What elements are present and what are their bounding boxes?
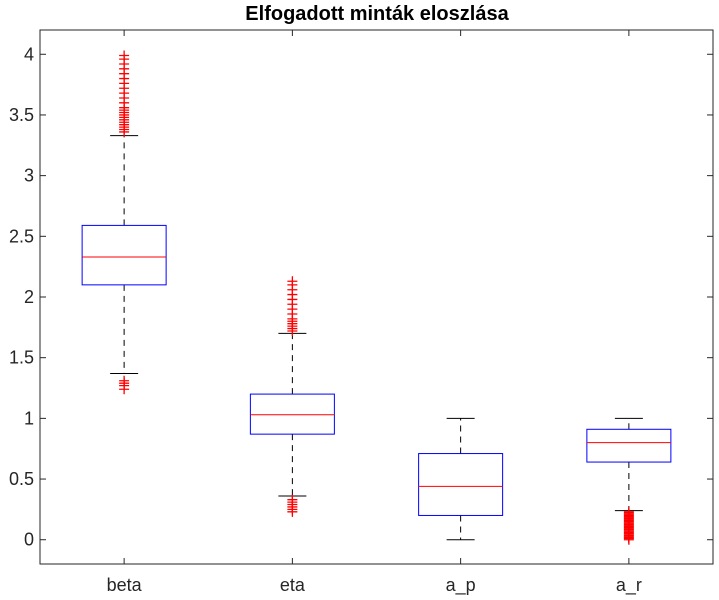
- x-tick-label: eta: [280, 575, 306, 595]
- box-beta: [81, 50, 167, 395]
- outlier-marker: [623, 506, 634, 517]
- outlier-marker: [287, 276, 298, 287]
- outlier-marker: [287, 494, 298, 505]
- plot-area: [81, 50, 672, 545]
- axes: 0 0.5 1 1.5 2 2.5 3 3.5 4 beta eta a_p a_r: [9, 29, 714, 596]
- box-iqr: [418, 453, 504, 516]
- outlier-marker: [119, 375, 130, 386]
- box-a-r: [586, 417, 672, 545]
- y-tick-label: 0.5: [9, 469, 34, 489]
- outlier-marker: [119, 50, 130, 61]
- box-iqr: [249, 393, 335, 435]
- y-tick-label: 4: [24, 44, 34, 64]
- box-eta: [249, 276, 335, 517]
- y-tick-label: 2.5: [9, 226, 34, 246]
- axes-frame: [39, 29, 714, 565]
- box-a-p: [418, 417, 504, 541]
- x-tick-label: beta: [107, 575, 143, 595]
- box-iqr: [81, 224, 167, 286]
- y-tick-label: 3.5: [9, 105, 34, 125]
- chart-title: Elfogadott minták eloszlása: [245, 3, 509, 25]
- x-tick-label: a_r: [616, 575, 642, 596]
- x-tick-label: a_p: [446, 575, 476, 596]
- y-tick-label: 0: [24, 530, 34, 550]
- y-tick-label: 2: [24, 287, 34, 307]
- y-tick-label: 1.5: [9, 348, 34, 368]
- y-tick-label: 3: [24, 166, 34, 186]
- y-tick-label: 1: [24, 408, 34, 428]
- box-iqr: [586, 428, 672, 463]
